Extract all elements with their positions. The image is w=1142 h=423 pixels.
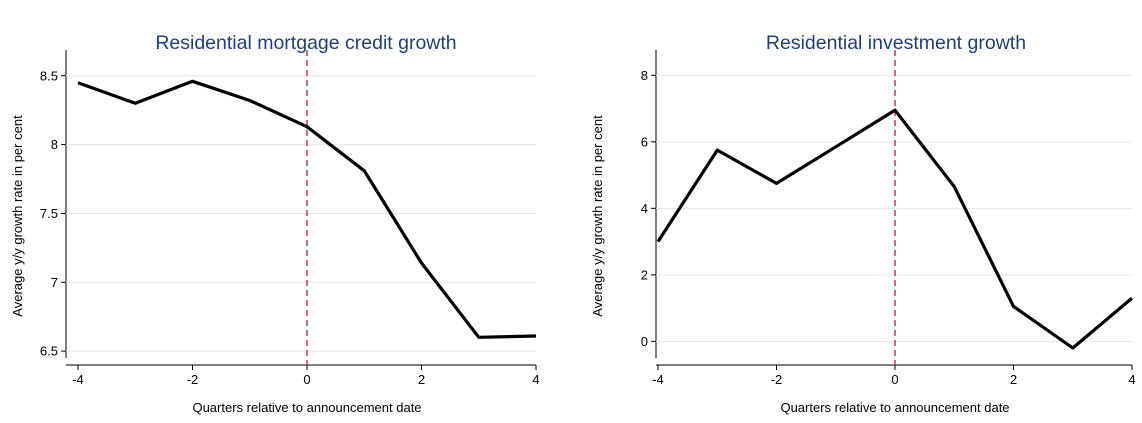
- x-tick-label: -4: [652, 372, 664, 387]
- y-tick-label: 2: [641, 267, 648, 282]
- x-tick-label: 2: [1010, 372, 1017, 387]
- y-axis-label: Average y/y growth rate in per cent: [10, 115, 25, 317]
- y-tick-label: 0: [641, 334, 648, 349]
- x-tick-label: 4: [1128, 372, 1135, 387]
- y-tick-label: 8: [51, 137, 58, 152]
- y-tick-label: 8: [641, 68, 648, 83]
- mortgage-credit-chart-panel: 6.5 7 7.5 8 8.5 -4 -2 0 2 4 Residential mortgage c…: [0, 0, 566, 423]
- y-tick-label: 6.5: [40, 344, 58, 359]
- residential-investment-chart-panel: 0 2 4 6 8 -4 -2 0 2 4 Residential investment growt…: [576, 0, 1142, 423]
- chart-title: Residential investment growth: [766, 32, 1026, 54]
- x-tick-label: 0: [303, 372, 310, 387]
- x-tick-label: -2: [187, 372, 199, 387]
- mortgage-credit-chart: 6.5 7 7.5 8 8.5 -4 -2 0 2 4 Residential mortgage c…: [10, 32, 540, 415]
- series-line: [77, 79, 537, 339]
- x-tick-label: -2: [771, 372, 783, 387]
- chart-title: Residential mortgage credit growth: [155, 32, 456, 54]
- x-axis-label: Quarters relative to announcement date: [780, 400, 1009, 415]
- y-tick-label: 7.5: [40, 206, 58, 221]
- y-axis-label: Average y/y growth rate in per cent: [590, 115, 605, 317]
- y-tick-label: 8.5: [40, 68, 58, 83]
- y-tick-label: 7: [51, 275, 58, 290]
- x-axis-label: Quarters relative to announcement date: [192, 400, 421, 415]
- x-tick-label: 0: [891, 372, 898, 387]
- y-tick-label: 4: [641, 201, 648, 216]
- residential-investment-chart: 0 2 4 6 8 -4 -2 0 2 4 Residential investment growt…: [590, 32, 1136, 415]
- x-tick-label: 4: [532, 372, 539, 387]
- y-tick-label: 6: [641, 134, 648, 149]
- x-tick-label: 2: [418, 372, 425, 387]
- x-tick-label: -4: [72, 372, 84, 387]
